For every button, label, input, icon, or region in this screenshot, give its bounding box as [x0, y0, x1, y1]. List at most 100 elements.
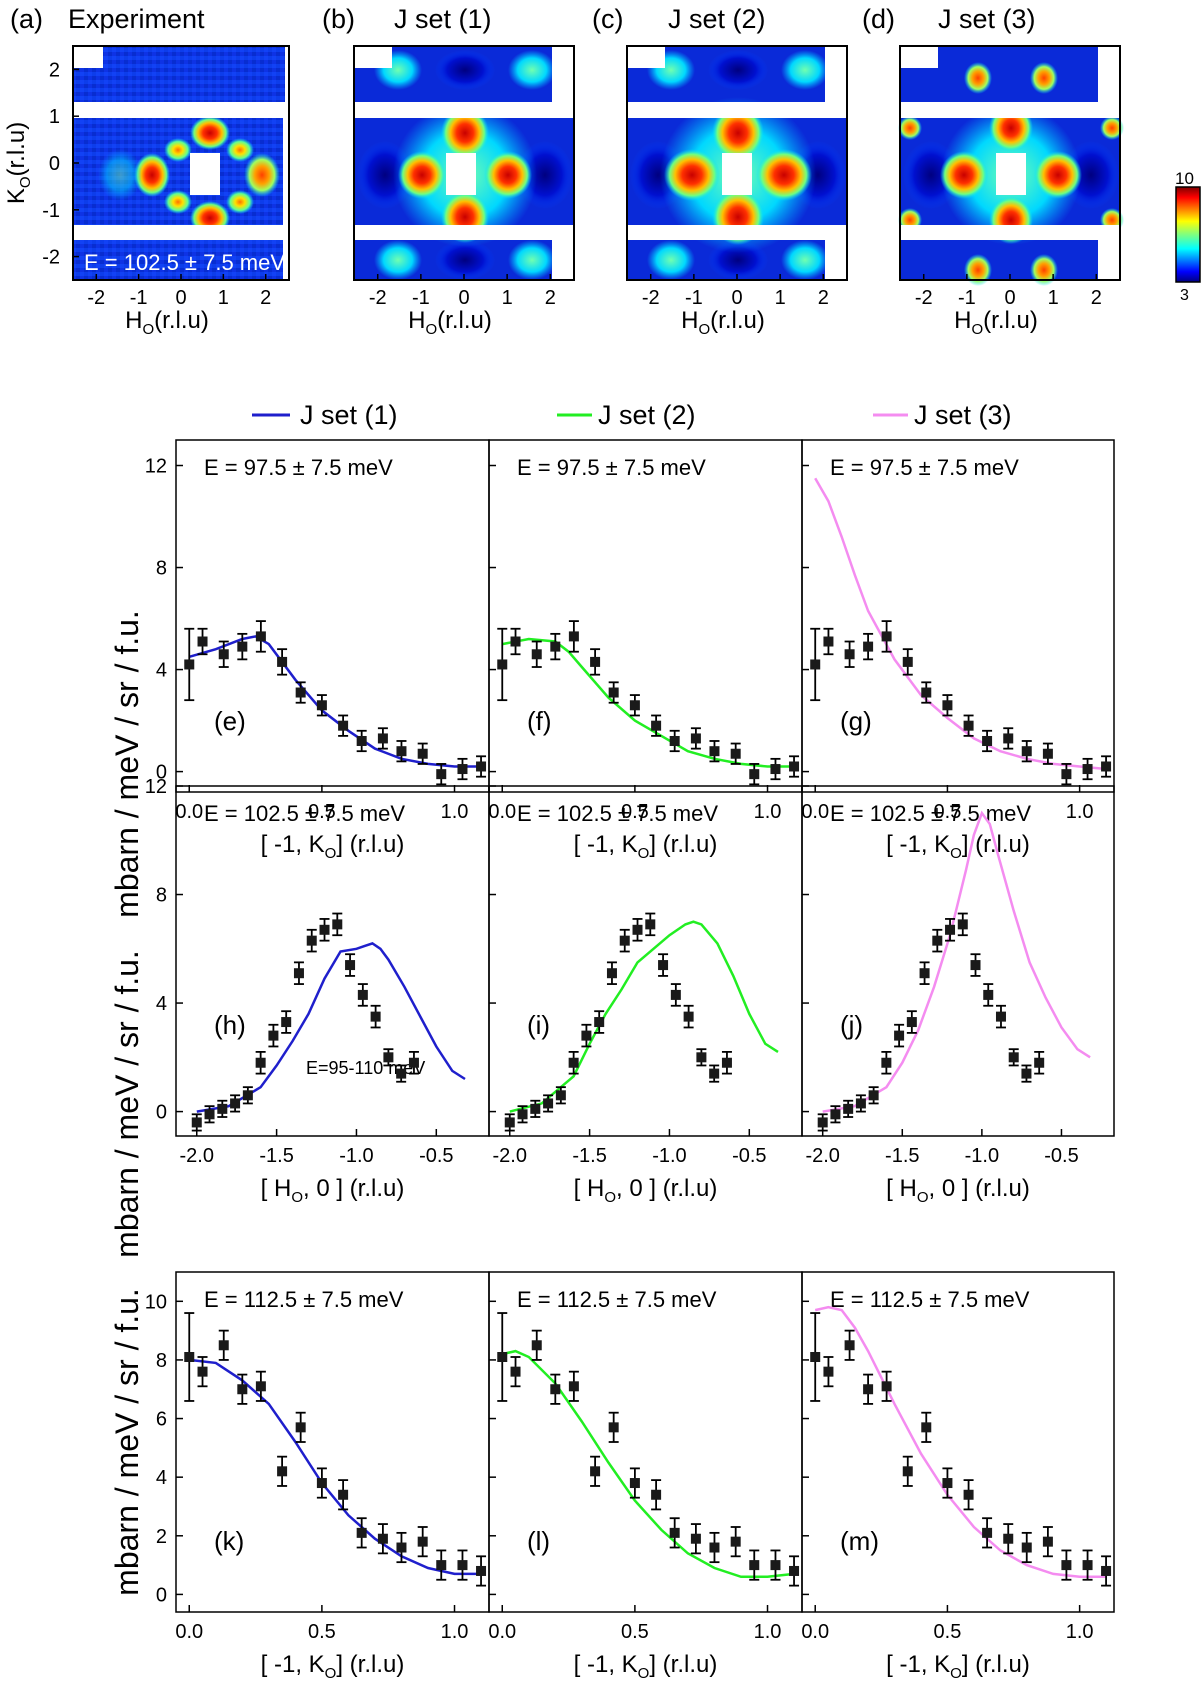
heatmap-xtick-label: -2: [915, 287, 933, 309]
heatmap-ytick-label: 2: [49, 59, 60, 81]
cut-panel-l: 0.0 0.5 1.0 [ -1, KO] (r.l.u) E = 112.5 ± 7.…: [488, 1271, 803, 1682]
data-point: [843, 1103, 854, 1114]
data-point: [197, 636, 208, 647]
data-point: [242, 1090, 253, 1101]
cut-energy-label: E = 97.5 ± 7.5 meV: [830, 455, 1019, 480]
heatmap-ytick-label: 1: [49, 106, 60, 128]
data-point: [1003, 733, 1014, 744]
xtick-label: 0.0: [801, 1621, 829, 1643]
data-point: [543, 1098, 554, 1109]
data-point: [1021, 746, 1032, 757]
data-point: [383, 1052, 394, 1063]
heatmap-xlabel: HO(r.l.u): [408, 307, 492, 338]
data-point: [218, 649, 229, 660]
data-point: [608, 1422, 619, 1433]
heatmap-xtick-label: 0: [458, 287, 469, 309]
heatmap-xtick-label: 0: [175, 287, 186, 309]
legend-label-jset3: J set (3): [914, 400, 1012, 430]
data-point: [191, 1117, 202, 1128]
data-point: [1082, 1560, 1093, 1571]
cut-energy-label: E = 102.5 ± 7.5 meV: [830, 801, 1031, 826]
cut-xlabel: [ -1, KO] (r.l.u): [261, 1651, 405, 1682]
heatmap-xtick-label: 2: [260, 287, 271, 309]
cut-panel-id: (g): [840, 706, 872, 736]
data-point: [789, 1565, 800, 1576]
cut-frame: [801, 1271, 1115, 1613]
heatmap-xlabel: HO(r.l.u): [681, 307, 765, 338]
data-point: [881, 631, 892, 642]
cut-xlabel: [ -1, KO] (r.l.u): [574, 1651, 718, 1682]
data-point: [281, 1017, 292, 1028]
data-point: [345, 960, 356, 971]
xtick-label: -1.5: [572, 1145, 606, 1167]
xtick-label: 0.5: [934, 1621, 962, 1643]
legend: J set (1) J set (2) J set (3): [252, 400, 1012, 430]
data-point: [844, 1340, 855, 1351]
data-point: [957, 919, 968, 930]
data-point: [730, 1536, 741, 1547]
data-point: [436, 769, 447, 780]
ytick-label: 0: [156, 1102, 167, 1124]
cut-panel-id: (e): [214, 706, 246, 736]
data-point: [568, 1057, 579, 1068]
xtick-label: -2.0: [180, 1145, 214, 1167]
heatmap-xtick-label: 0: [731, 287, 742, 309]
data-point: [606, 968, 617, 979]
ytick-label: 12: [145, 776, 167, 798]
data-point: [396, 1542, 407, 1553]
cut-xlabel: [ HO, 0 ] (r.l.u): [261, 1175, 405, 1206]
cut-frame: [175, 785, 490, 1137]
model-curve-jset3: [822, 810, 1091, 1113]
cut-panel-m: 0.0 0.5 1.0 [ -1, KO] (r.l.u) E = 112.5 ± 7.…: [801, 1271, 1115, 1682]
data-point: [868, 1090, 879, 1101]
ytick-label: 4: [156, 993, 167, 1015]
data-point: [436, 1560, 447, 1571]
ytick-label: 8: [156, 1350, 167, 1372]
data-point: [277, 656, 288, 667]
xtick-label: -1.0: [652, 1145, 686, 1167]
data-point: [581, 1030, 592, 1041]
data-point: [669, 1527, 680, 1538]
data-point: [184, 659, 195, 670]
cut-energy-label: E = 112.5 ± 7.5 meV: [517, 1287, 717, 1312]
data-point: [357, 989, 368, 1000]
data-point: [608, 687, 619, 698]
xtick-label: 1.0: [754, 801, 782, 823]
cut-panel-id: (i): [527, 1010, 550, 1040]
data-point: [619, 935, 630, 946]
model-curve-jset1: [189, 1358, 481, 1576]
xtick-label: 1.0: [441, 1621, 469, 1643]
heatmap-panel-b: (b) J set (1): [322, 4, 575, 281]
model-curve-jset1: [188, 635, 481, 768]
heatmap-xtick-label: 2: [1091, 287, 1102, 309]
xtick-label: 0.0: [488, 1621, 516, 1643]
heatmap-ylabel: KO(r.l.u): [3, 122, 34, 204]
cut-panel-i: -2.0 -1.5 -1.0 -0.5 [ HO, 0 ] (r.l.u) E = 102…: [488, 785, 803, 1206]
data-point: [1021, 1068, 1032, 1079]
model-curve-jset3: [814, 1305, 1107, 1579]
cut-energy-label: E = 102.5 ± 7.5 meV: [204, 801, 405, 826]
data-point: [770, 764, 781, 775]
data-point: [730, 748, 741, 759]
heatmap-image-d: [898, 45, 1124, 286]
data-point: [629, 1478, 640, 1489]
legend-label-jset2: J set (2): [598, 400, 696, 430]
data-point: [970, 960, 981, 971]
cut-panel-h: 0 4 8 12 -2.0 -1.5 -1.0 -0.5 [ HO, 0 ] (r.l.u) E …: [145, 776, 490, 1206]
data-point: [255, 631, 266, 642]
cut-panel-id: (k): [214, 1526, 244, 1556]
heatmap-ytick-label: -2: [42, 247, 60, 269]
data-point: [217, 1103, 228, 1114]
colorbar: 10 3: [1175, 169, 1201, 304]
ylabel-row-h: mbarn / meV / sr / f.u.: [109, 950, 145, 1258]
heatmap-ytick-label: 0: [49, 153, 60, 175]
panel-title-b: J set (1): [394, 4, 492, 34]
data-point: [218, 1340, 229, 1351]
data-point: [696, 1052, 707, 1063]
cut-frame: [488, 439, 803, 793]
data-point: [945, 924, 956, 935]
xtick-label: -0.5: [419, 1145, 453, 1167]
ytick-label: 10: [145, 1291, 167, 1313]
xtick-label: -1.5: [259, 1145, 293, 1167]
